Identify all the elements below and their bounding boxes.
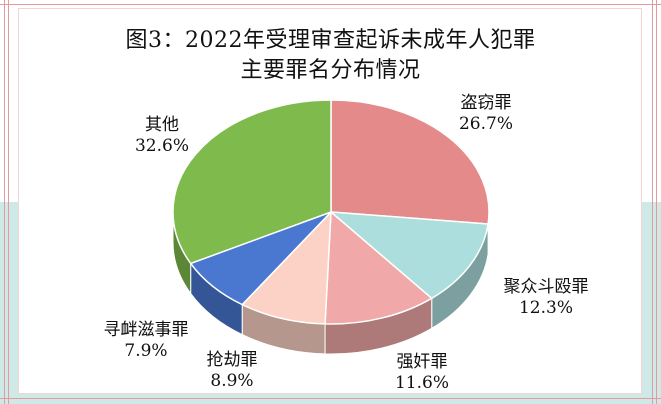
pie-slice-1	[330, 211, 489, 300]
frame-line-right-inner	[652, 0, 653, 404]
label-other-value: 32.6%	[134, 136, 189, 156]
label-theft: 盗窃罪 26.7%	[438, 93, 534, 135]
pie-slice-2	[324, 211, 433, 325]
label-robbery-value: 8.9%	[210, 371, 254, 391]
label-rape-value: 11.6%	[394, 373, 449, 393]
label-robbery: 抢劫罪 8.9%	[184, 350, 280, 392]
label-provoking-name: 寻衅滋事罪	[103, 320, 189, 340]
chart-title-line1: 图3：2022年受理审查起诉未成年人犯罪	[125, 28, 536, 53]
frame-line-right-outer	[656, 0, 657, 404]
pie-sides	[172, 211, 490, 355]
label-affray: 聚众斗殴罪 12.3%	[486, 277, 606, 319]
pie-slices	[172, 99, 490, 325]
frame-line-left-outer	[4, 0, 5, 404]
label-provoking-value: 7.9%	[124, 341, 168, 361]
label-rape: 强奸罪 11.6%	[374, 352, 470, 394]
pie-slice-0	[330, 99, 490, 225]
frame-line-left-inner	[8, 0, 9, 404]
chart-title-line2: 主要罪名分布情况	[240, 58, 421, 83]
label-robbery-name: 抢劫罪	[206, 350, 258, 370]
pie-slice-3	[241, 211, 332, 325]
label-other: 其他 32.6%	[112, 115, 212, 157]
label-affray-value: 12.3%	[518, 298, 573, 318]
frame-line-top	[0, 4, 661, 5]
label-provoking: 寻衅滋事罪 7.9%	[86, 320, 206, 362]
pie-slice-5	[172, 99, 332, 265]
label-other-name: 其他	[145, 115, 179, 135]
frame-line-bottom	[0, 398, 661, 399]
label-affray-name: 聚众斗殴罪	[503, 277, 589, 297]
label-theft-value: 26.7%	[458, 114, 513, 134]
label-theft-name: 盗窃罪	[460, 93, 512, 113]
label-rape-name: 强奸罪	[396, 352, 448, 372]
